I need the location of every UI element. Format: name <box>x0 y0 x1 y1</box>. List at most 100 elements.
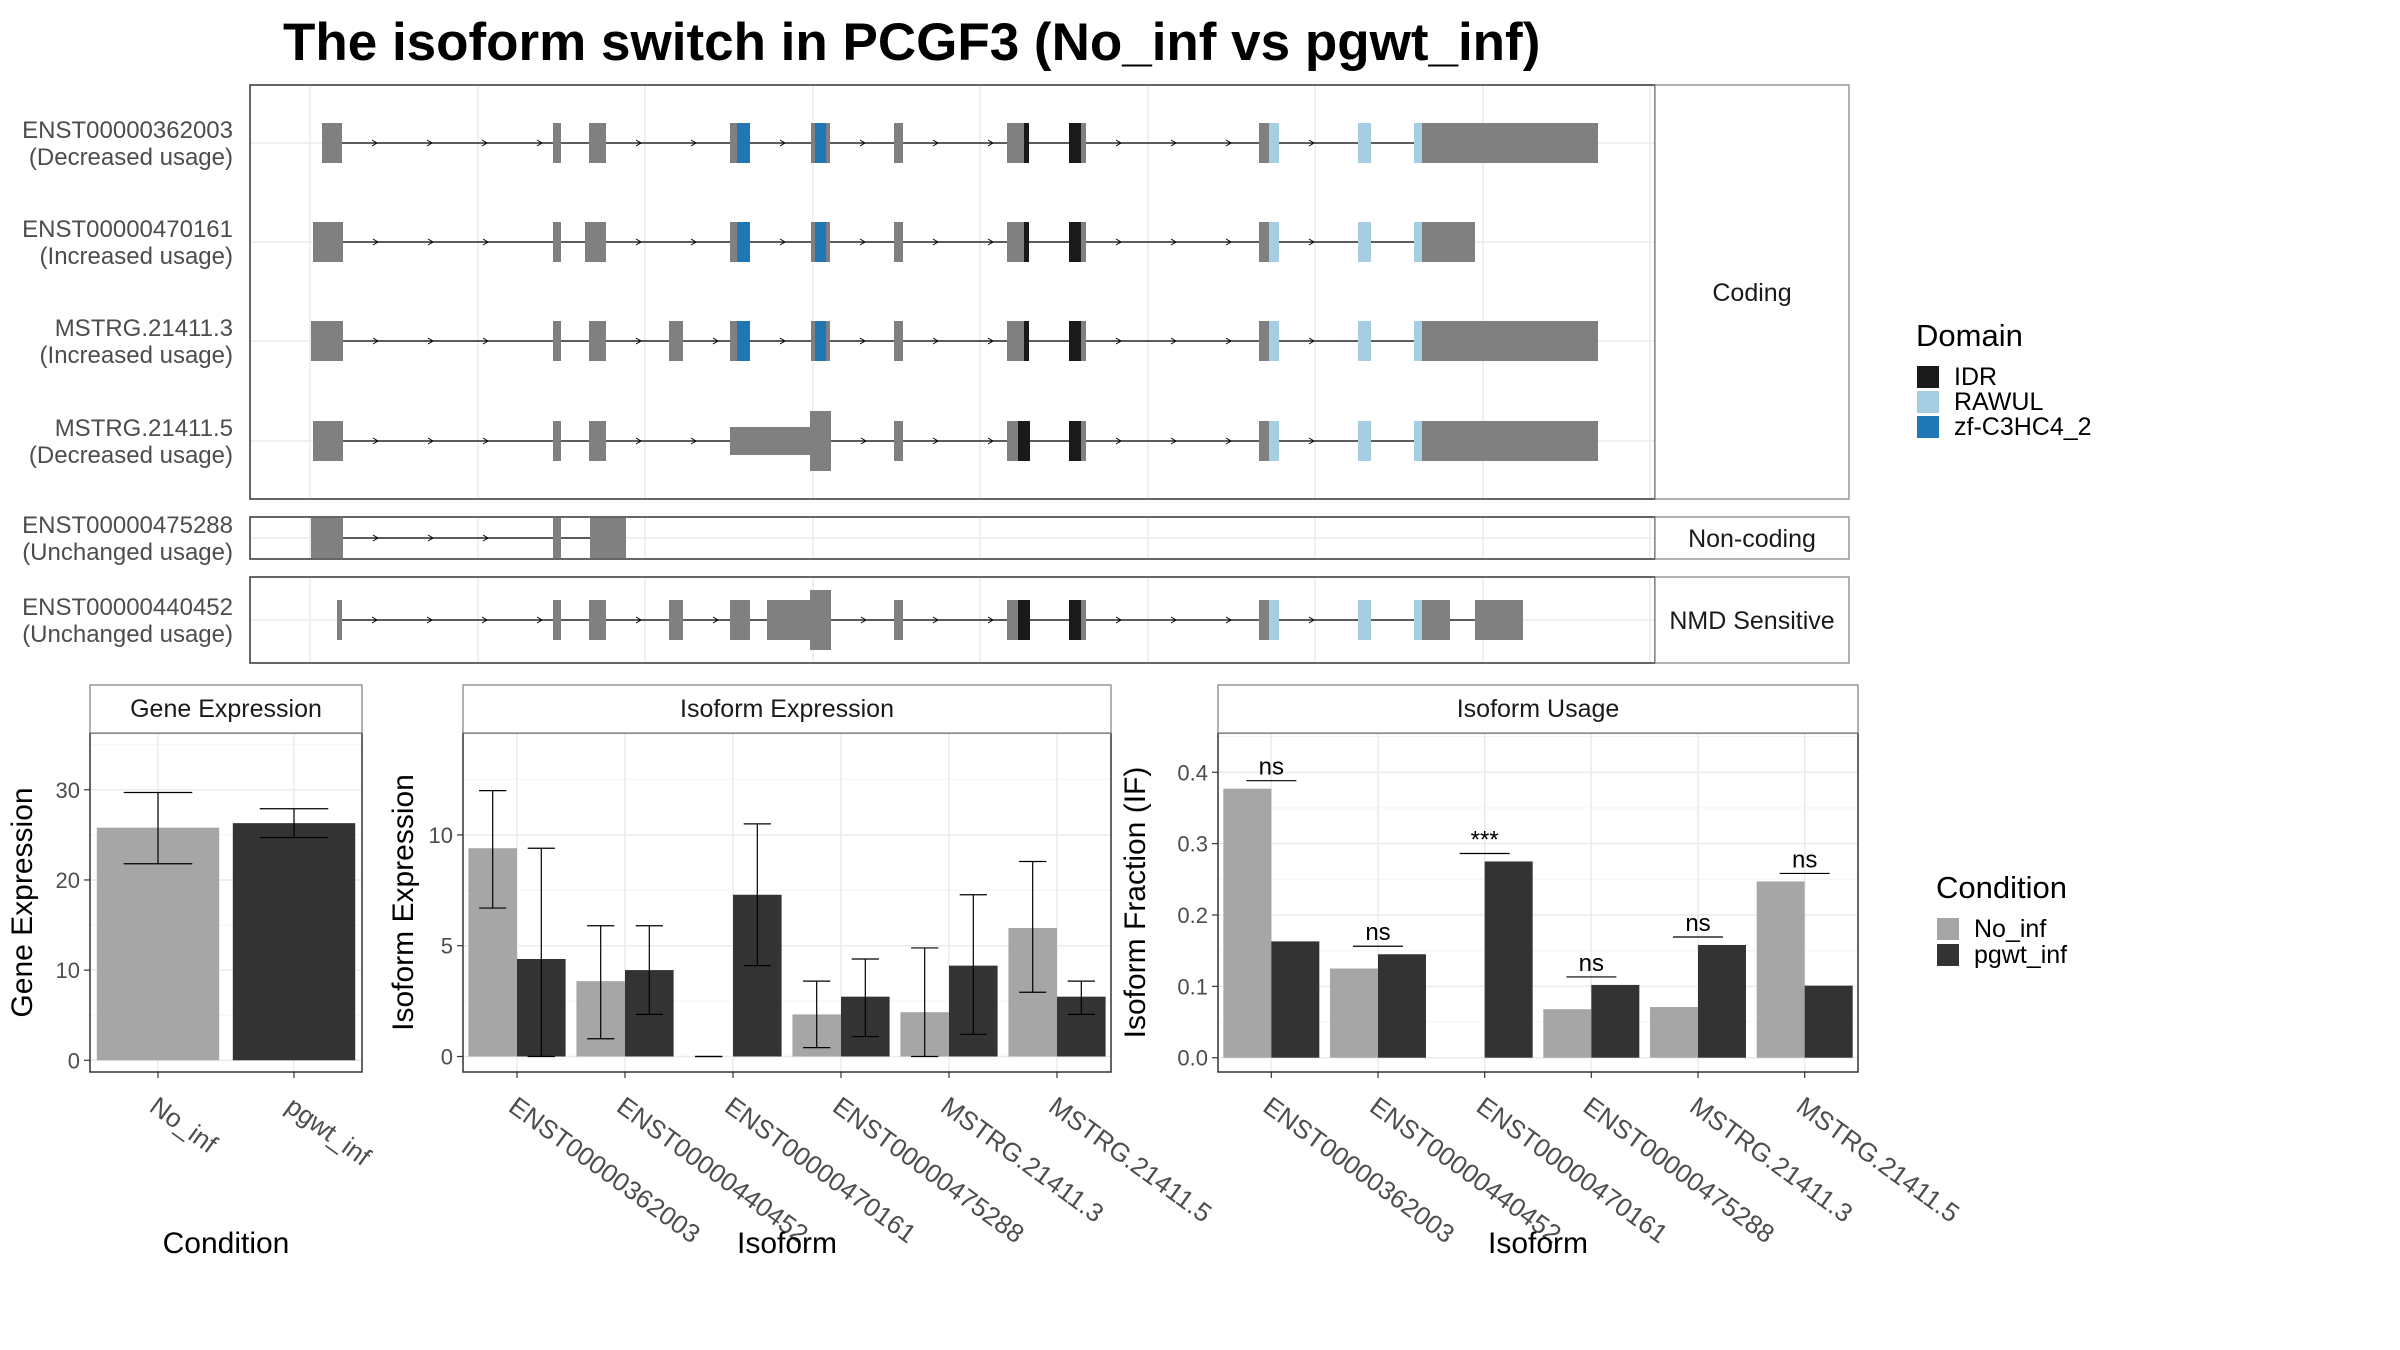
exon-block <box>1007 321 1024 361</box>
intron-arrow <box>1170 238 1177 246</box>
exon-block <box>815 222 826 262</box>
exon-block <box>767 600 810 640</box>
transcript-1 <box>313 222 1475 262</box>
y-tick-label: 0 <box>68 1048 80 1073</box>
x-axis-title: Isoform <box>737 1227 837 1260</box>
exon-block <box>585 222 606 262</box>
condition-legend-title: Condition <box>1936 870 2067 905</box>
exon-block <box>1269 600 1279 640</box>
exon-block <box>1024 123 1029 163</box>
exon-block <box>815 321 826 361</box>
y-tick-label: 0.1 <box>1177 974 1208 999</box>
gene-expression-panel: 0 10 20 30 Gene Expression No_inf pgwt_inf Cond… <box>6 684 377 1260</box>
y-tick-label: 10 <box>429 823 453 848</box>
domain-legend-title: Domain <box>1916 318 2023 353</box>
x-tick-label: ENST00000362003 <box>1258 1091 1460 1250</box>
bar <box>1804 985 1853 1058</box>
exon-block <box>894 123 903 163</box>
intron-arrow <box>987 139 994 147</box>
intron-arrow <box>1115 139 1122 147</box>
y-tick-label: 0.0 <box>1177 1046 1208 1071</box>
exon-block <box>1269 321 1279 361</box>
intron-arrow <box>860 616 867 624</box>
exon-block <box>1069 123 1081 163</box>
intron-arrow <box>932 139 939 147</box>
intron-arrow <box>1115 337 1122 345</box>
exon-block <box>1422 421 1598 461</box>
bar <box>1330 968 1378 1058</box>
intron-arrow <box>426 139 433 147</box>
exon-block <box>589 321 606 361</box>
panel-strip-title: Isoform Expression <box>680 695 894 723</box>
exon-block <box>1358 600 1371 640</box>
structure-facet-1: ENST00000475288(Unchanged usage) Non-codi… <box>22 512 1850 566</box>
intron-arrow <box>1308 437 1315 445</box>
exon-block <box>589 123 606 163</box>
exon-block <box>1422 321 1598 361</box>
exon-block <box>1024 222 1029 262</box>
intron-arrow <box>712 337 719 345</box>
x-tick-label: ENST00000470161 <box>1471 1091 1673 1250</box>
intron-arrow <box>426 616 433 624</box>
intron-arrow <box>987 238 994 246</box>
bar <box>232 823 356 1061</box>
intron-arrow <box>690 139 697 147</box>
x-tick-label: pgwt_inf <box>280 1091 377 1173</box>
intron-arrow <box>1225 616 1232 624</box>
y-tick-label: 30 <box>56 778 80 803</box>
intron-arrow <box>635 139 642 147</box>
intron-arrow <box>1170 616 1177 624</box>
x-tick-label: ENST00000440452 <box>1364 1091 1566 1250</box>
intron-arrow <box>1308 238 1315 246</box>
intron-arrow <box>372 337 379 345</box>
transcript-id-label: ENST00000475288 <box>22 512 233 539</box>
intron-arrow <box>1115 238 1122 246</box>
intron-arrow <box>1170 139 1177 147</box>
exon-block <box>811 321 815 361</box>
exon-block <box>1069 421 1081 461</box>
intron-arrow <box>427 238 434 246</box>
y-tick-label: 20 <box>56 868 80 893</box>
condition-legend-label: No_inf <box>1974 915 2046 943</box>
bar <box>1484 861 1533 1058</box>
intron-arrow <box>482 337 489 345</box>
exon-block <box>553 222 561 262</box>
isoform-usage-panel: 0.0 0.1 0.2 0.3 0.4 ns ns *** ns ns ns Isoform Usag… <box>1119 684 1965 1260</box>
bar <box>1271 941 1320 1058</box>
intron-arrow <box>482 437 489 445</box>
intron-arrow <box>635 337 642 345</box>
exon-block <box>1081 421 1086 461</box>
intron-arrow <box>1308 139 1315 147</box>
exon-block <box>1081 321 1086 361</box>
y-tick-label: 10 <box>56 958 80 983</box>
bar <box>1698 944 1746 1058</box>
exon-block <box>737 123 750 163</box>
intron-arrow <box>1115 616 1122 624</box>
exon-block <box>894 222 903 262</box>
panel-background <box>1218 733 1858 1072</box>
exon-block <box>589 600 606 640</box>
exon-block <box>313 421 343 461</box>
significance-label: ns <box>1259 754 1284 781</box>
exon-block <box>1422 222 1475 262</box>
transcript-5 <box>337 590 1523 650</box>
exon-block <box>1269 222 1279 262</box>
transcript-4 <box>311 518 626 558</box>
exon-block <box>1269 123 1279 163</box>
facet-strip-label: Coding <box>1712 279 1791 307</box>
exon-block <box>894 321 903 361</box>
exon-block <box>826 222 830 262</box>
exon-block <box>1414 421 1422 461</box>
panel-strip <box>462 684 1112 734</box>
intron-arrow <box>859 238 866 246</box>
transcript-id-label: MSTRG.21411.3 <box>55 315 233 342</box>
exon-block <box>1414 321 1422 361</box>
intron-arrow <box>1225 337 1232 345</box>
exon-block <box>1259 222 1269 262</box>
exon-block <box>1069 222 1081 262</box>
bar <box>1223 788 1272 1058</box>
exon-block <box>553 321 561 361</box>
bar <box>96 827 220 1061</box>
intron-arrow <box>371 139 378 147</box>
